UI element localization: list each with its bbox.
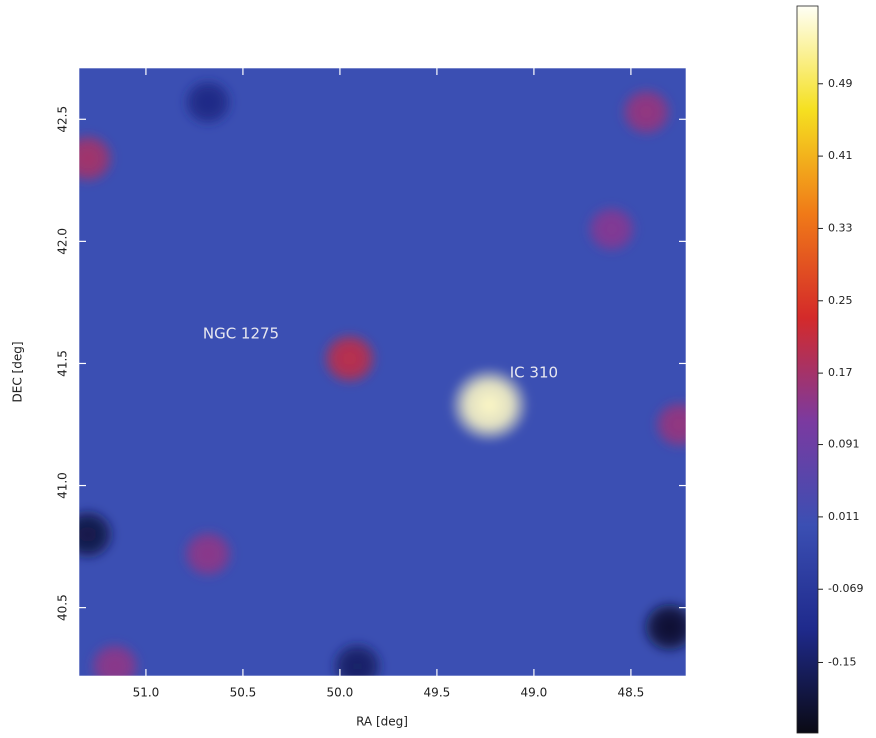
source-blob: [180, 527, 236, 581]
colorbar: [796, 5, 819, 734]
source-blob: [448, 366, 530, 444]
source-blob: [640, 599, 686, 656]
colorbar-tick-label: 0.011: [828, 510, 860, 523]
x-tick-label: 48.5: [618, 686, 645, 700]
colorbar-tick-label: 0.17: [828, 366, 853, 379]
x-tick-label: 49.5: [424, 686, 451, 700]
sky-background: [79, 68, 686, 676]
x-tick-label: 49.0: [521, 686, 548, 700]
source-blob: [79, 131, 117, 186]
source-blob: [87, 640, 143, 676]
source-blob: [651, 398, 686, 451]
axes: [78, 67, 687, 677]
x-tick-label: 50.0: [327, 686, 354, 700]
source-annotation: NGC 1275: [203, 325, 279, 343]
source-blob: [584, 203, 639, 256]
source-blob: [181, 76, 235, 128]
source-annotation: IC 310: [510, 364, 558, 382]
colorbar-tick-label: 0.33: [828, 221, 853, 234]
source-blob: [320, 330, 380, 387]
x-tick-label: 50.5: [230, 686, 257, 700]
colorbar-tick-label: 0.41: [828, 149, 853, 162]
x-axis-label: RA [deg]: [356, 715, 408, 729]
x-tick-label: 51.0: [133, 686, 160, 700]
plot-frame: [78, 67, 687, 677]
y-tick-label: 40.5: [56, 594, 70, 621]
colorbar-tick-label: -0.069: [828, 582, 863, 595]
y-tick-label: 41.0: [56, 472, 70, 499]
source-blob: [329, 639, 386, 676]
sky-image: NGC 1275 IC 310: [79, 68, 686, 676]
y-tick-label: 41.5: [56, 350, 70, 377]
source-blob: [79, 506, 117, 562]
colorbar-tick-label: 0.49: [828, 77, 853, 90]
colorbar-tick-label: 0.25: [828, 294, 853, 307]
y-tick-label: 42.5: [56, 106, 70, 133]
colorbar-tick-label: -0.15: [828, 655, 856, 668]
source-blob: [618, 85, 675, 139]
colorbar-tick-label: 0.091: [828, 438, 860, 451]
y-tick-label: 42.0: [56, 228, 70, 255]
y-axis-label: DEC [deg]: [11, 342, 25, 403]
